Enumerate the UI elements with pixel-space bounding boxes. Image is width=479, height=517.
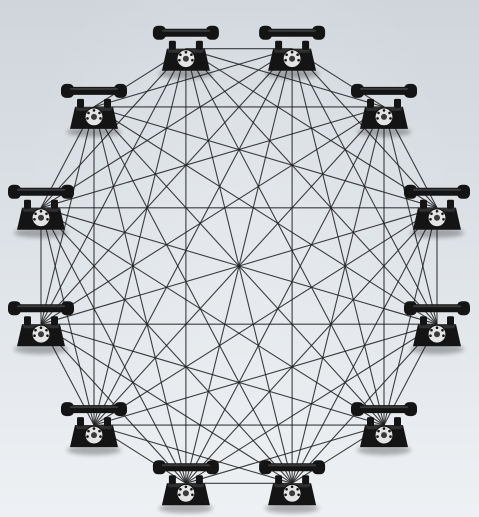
telephone-icon bbox=[259, 25, 326, 79]
connection-line bbox=[93, 106, 385, 426]
telephone-icon bbox=[152, 25, 219, 79]
connection-line bbox=[185, 106, 385, 484]
telephone-icon bbox=[404, 301, 470, 355]
connection-line bbox=[40, 106, 385, 209]
connection-line bbox=[40, 323, 385, 426]
connection-line bbox=[185, 48, 385, 426]
telephone-nodes bbox=[8, 25, 470, 514]
telephone-icon bbox=[152, 460, 219, 514]
connection-line bbox=[40, 207, 95, 426]
connection-line bbox=[93, 48, 293, 426]
connection-line bbox=[93, 106, 187, 484]
connection-line bbox=[40, 207, 187, 484]
telephone-icon bbox=[259, 460, 326, 514]
connection-line bbox=[93, 106, 293, 484]
connection-line bbox=[40, 106, 95, 325]
telephone-icon bbox=[351, 402, 417, 456]
connection-line bbox=[93, 106, 438, 209]
connection-line bbox=[93, 106, 438, 325]
connection-line bbox=[93, 323, 438, 426]
connection-line bbox=[40, 207, 385, 426]
connection-line bbox=[40, 106, 385, 325]
connection-line bbox=[40, 207, 293, 484]
connection-line bbox=[93, 424, 293, 484]
telephone-icon bbox=[61, 402, 127, 456]
connection-line bbox=[185, 424, 385, 484]
telephone-icon bbox=[351, 83, 417, 137]
telephone-icon bbox=[8, 301, 74, 355]
connection-line bbox=[93, 207, 438, 426]
telephone-icon bbox=[61, 83, 127, 137]
telephone-icon bbox=[8, 184, 74, 238]
telephone-icon bbox=[404, 184, 470, 238]
